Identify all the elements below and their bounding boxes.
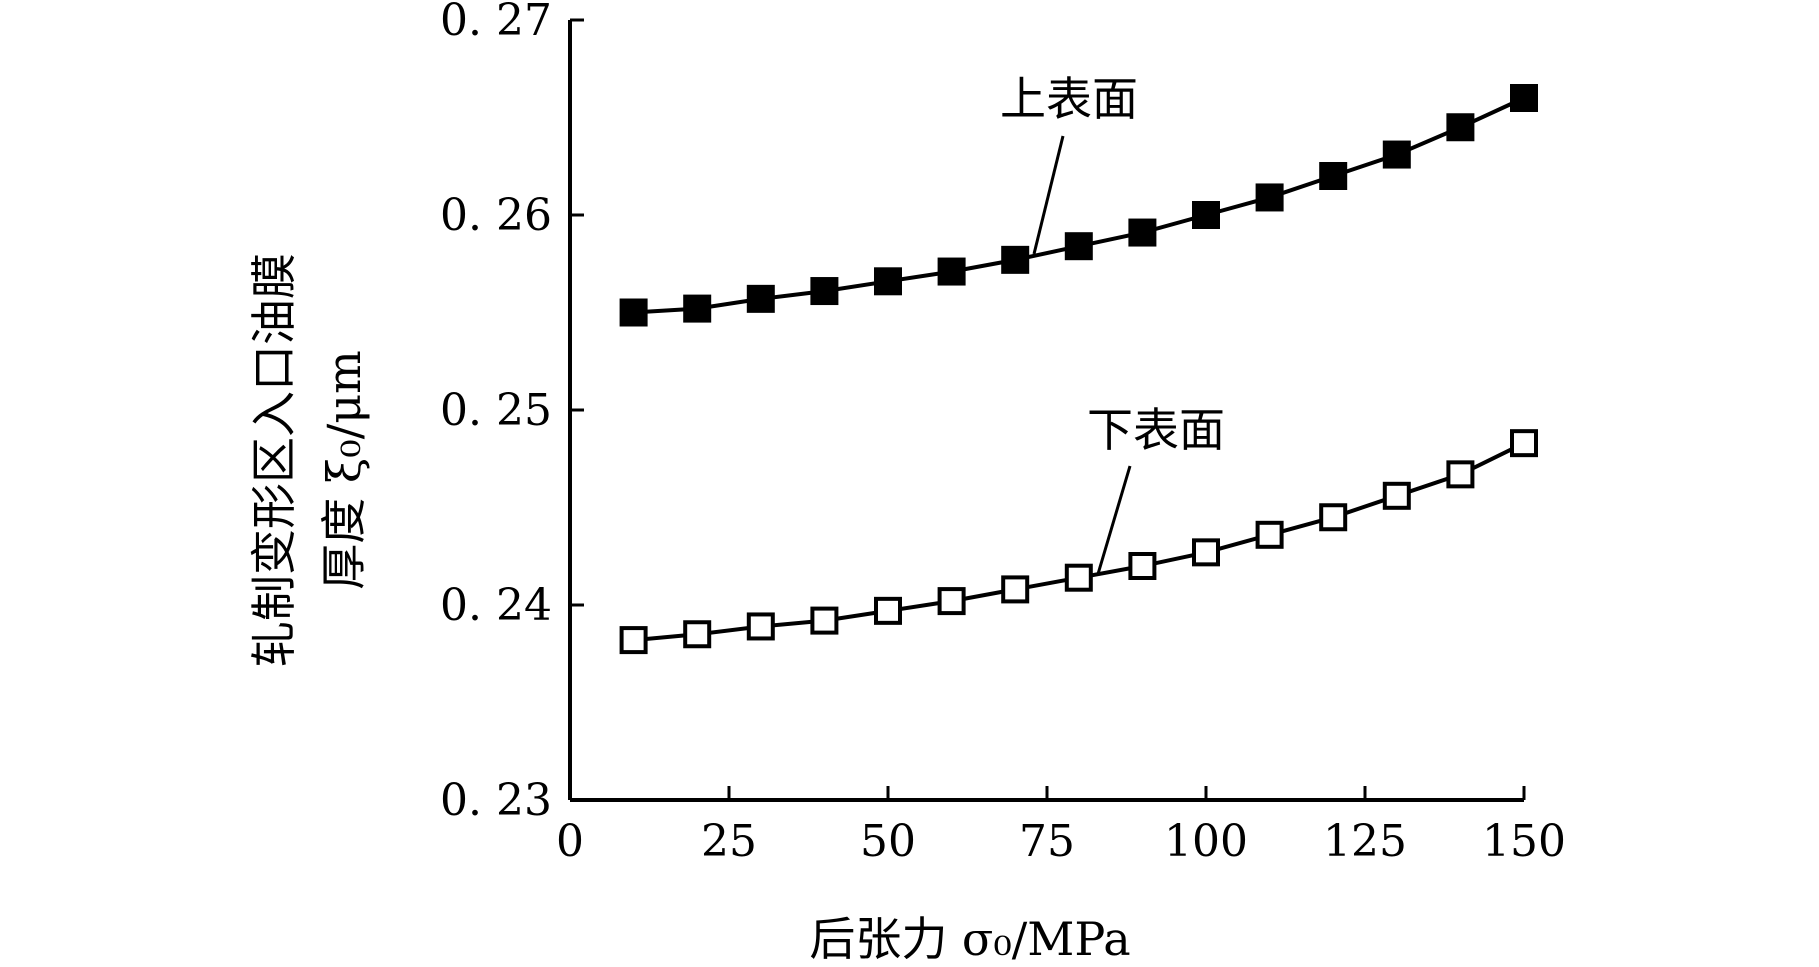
y-tick-label: 0. 24 — [440, 580, 552, 631]
data-point-marker — [683, 294, 712, 323]
data-point-marker — [1001, 245, 1030, 274]
data-point-marker — [1319, 503, 1348, 532]
data-point-marker — [619, 626, 648, 655]
data-point-marker — [874, 267, 902, 296]
x-tick-label: 150 — [1482, 816, 1566, 867]
data-point-marker — [1446, 113, 1475, 142]
y-axis-label-line1: 轧制变形区入口油膜 — [247, 253, 301, 667]
x-axis-label: 后张力 σ₀/MPa — [809, 912, 1130, 966]
y-axis-label-line2: 厚度 ξ₀/μm — [317, 350, 371, 589]
x-tick-label: 0 — [556, 816, 584, 867]
data-point-marker — [874, 596, 902, 625]
annotation-leader-lower — [1096, 465, 1132, 575]
axes — [568, 20, 1524, 802]
data-point-marker — [1255, 183, 1284, 212]
data-point-marker — [1001, 575, 1030, 604]
data-point-marker — [1064, 563, 1093, 592]
data-point-marker — [1510, 84, 1538, 112]
data-point-marker — [1192, 201, 1220, 229]
data-point-marker — [810, 277, 839, 306]
y-tick-label: 0. 23 — [440, 775, 552, 826]
annotation-leader-upper — [1032, 135, 1065, 255]
series-line — [633, 441, 1525, 643]
data-point-marker — [1128, 552, 1157, 580]
data-point-marker — [1255, 520, 1284, 549]
data-point-marker — [619, 298, 648, 327]
annotation-upper-surface: 上表面 — [1000, 72, 1138, 126]
data-point-marker — [1446, 460, 1475, 489]
data-point-marker — [1319, 162, 1348, 190]
data-point-marker — [1192, 538, 1220, 567]
data-point-marker — [1064, 232, 1093, 261]
x-tick-label: 100 — [1164, 816, 1248, 867]
data-point-marker — [746, 284, 775, 313]
data-point-marker — [1382, 481, 1411, 510]
series-lower — [619, 429, 1538, 655]
data-point-marker — [1510, 429, 1538, 458]
series-group — [619, 84, 1538, 655]
data-point-marker — [937, 587, 966, 616]
series-line — [633, 96, 1525, 315]
x-tick-label: 75 — [1019, 816, 1075, 867]
data-point-marker — [1382, 140, 1411, 169]
x-tick-label: 25 — [701, 816, 757, 867]
y-tick-label: 0. 27 — [440, 0, 552, 46]
annotations: 上表面 下表面 — [1000, 72, 1225, 575]
data-point-marker — [746, 612, 775, 641]
ticks: 0 25 50 75 100 125 150 0. 23 0. 24 0. 25 0. 26 0. 2… — [440, 0, 1566, 867]
data-point-marker — [1128, 218, 1157, 247]
data-point-marker — [683, 620, 712, 649]
axis-labels: 后张力 σ₀/MPa 轧制变形区入口油膜 厚度 ξ₀/μm — [247, 253, 1131, 966]
y-tick-label: 0. 26 — [440, 190, 552, 241]
x-tick-label: 50 — [860, 816, 916, 867]
x-tick-label: 125 — [1323, 816, 1407, 867]
annotation-lower-surface: 下表面 — [1087, 403, 1225, 457]
series-upper — [619, 84, 1538, 327]
data-point-marker — [937, 257, 966, 286]
y-tick-label: 0. 25 — [440, 385, 552, 436]
data-point-marker — [810, 606, 839, 635]
